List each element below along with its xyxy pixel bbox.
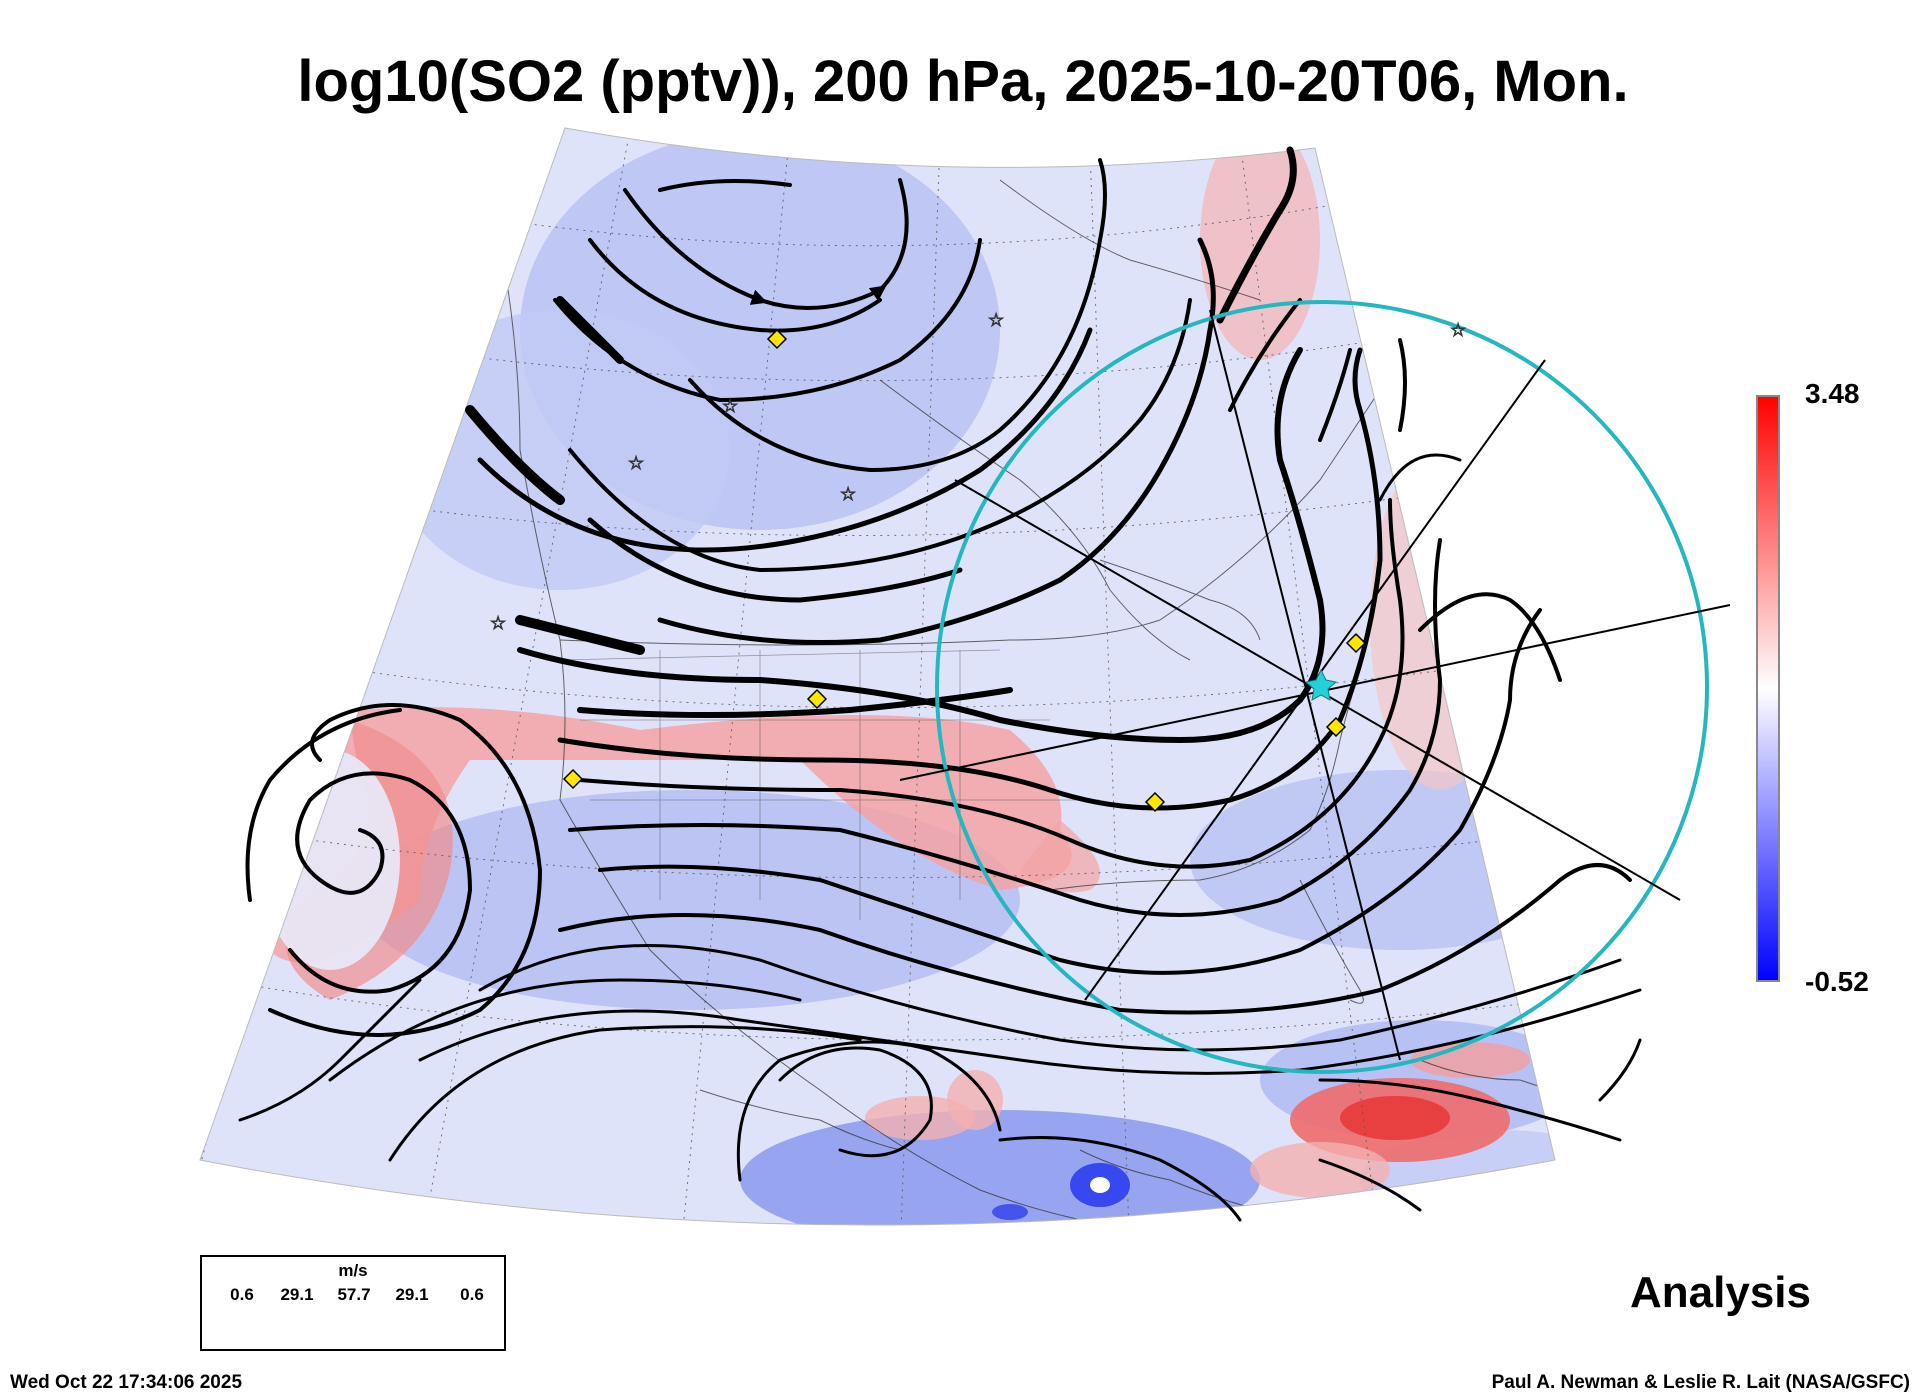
diamond-marker (562, 768, 584, 790)
colorbar-max-label: 3.48 (1805, 378, 1860, 409)
diamond-marker (766, 328, 788, 350)
star-markers: ☆ ☆ ☆ ☆ ☆ ☆ (490, 310, 1467, 635)
credit: Paul A. Newman & Leslie R. Lait (NASA/GS… (1491, 1372, 1910, 1393)
station-markers (562, 328, 1367, 813)
colorbar (1756, 395, 1780, 982)
star-marker: ☆ (988, 310, 1004, 331)
diamond-marker (806, 688, 828, 710)
legend-unit: m/s (338, 1261, 368, 1280)
timestamp: Wed Oct 22 17:34:06 2025 (10, 1372, 243, 1393)
product-label: Analysis (1630, 1268, 1811, 1317)
legend-value: 29.1 (395, 1285, 429, 1304)
legend-value: 29.1 (280, 1285, 314, 1304)
colorbar-min-label: -0.52 (1805, 966, 1869, 997)
legend-value: 0.6 (230, 1285, 254, 1304)
star-marker: ☆ (722, 396, 738, 417)
star-marker: ☆ (628, 453, 644, 474)
wind-speed-legend: m/s 0.6 29.1 57.7 29.1 0.6 (200, 1255, 506, 1351)
star-marker: ☆ (490, 613, 506, 634)
wind-streamlines (238, 146, 1642, 1222)
legend-value: 0.6 (460, 1285, 484, 1304)
diamond-marker (1345, 632, 1367, 654)
diamond-marker (1325, 716, 1347, 738)
cyan-star-center (1304, 668, 1338, 701)
star-marker: ☆ (1450, 320, 1466, 341)
diamond-marker (1144, 791, 1166, 813)
legend-value: 57.7 (337, 1285, 371, 1304)
star-marker: ☆ (840, 484, 856, 505)
plot-title: log10(SO2 (pptv)), 200 hPa, 2025-10-20T0… (297, 49, 1629, 114)
trajectory-overlay (899, 300, 1731, 1074)
